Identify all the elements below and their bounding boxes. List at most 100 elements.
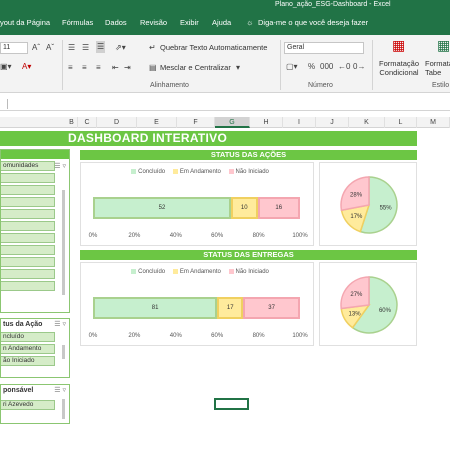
segment-concluido: 52: [93, 197, 231, 219]
percent-icon[interactable]: %: [308, 62, 316, 71]
tick-label: 40%: [169, 233, 182, 239]
slicer-item[interactable]: n Andamento: [1, 344, 55, 354]
slicer-item[interactable]: [1, 197, 55, 207]
slicer-item[interactable]: [1, 269, 55, 279]
multiselect-icon[interactable]: ☰ ▿: [54, 321, 66, 328]
slicer-item[interactable]: [1, 257, 55, 267]
tick-label: 0%: [88, 233, 98, 239]
tab-view[interactable]: Exibir: [180, 18, 199, 27]
increase-decimal-icon[interactable]: ←0: [338, 62, 351, 71]
col-header[interactable]: F: [177, 117, 215, 128]
col-header[interactable]: L: [385, 117, 417, 128]
selected-cell[interactable]: [214, 398, 249, 410]
tell-me-box[interactable]: Diga-me o que você deseja fazer: [258, 18, 369, 27]
col-header[interactable]: H: [250, 117, 283, 128]
decrease-font-icon[interactable]: Aˇ: [46, 43, 54, 52]
stacked-bar: 81 17 37: [93, 297, 300, 319]
format-table-button[interactable]: Formata Tabe: [425, 59, 450, 77]
legend-label: Em Andamento: [179, 169, 221, 176]
pie-label: 28%: [350, 192, 363, 198]
col-header-selected[interactable]: G: [215, 117, 250, 128]
align-top-icon[interactable]: ☰: [68, 43, 76, 52]
slicer-item[interactable]: [1, 245, 55, 255]
dashboard-title: DASHBOARD INTERATIVO: [68, 131, 228, 145]
col-header[interactable]: J: [316, 117, 349, 128]
slicer-status: tus da Ação ☰ ▿ ncluído n Andamento ão I…: [0, 318, 70, 378]
font-size-box[interactable]: 11: [0, 42, 28, 54]
tab-formulas[interactable]: Fórmulas: [62, 18, 94, 27]
col-header[interactable]: I: [283, 117, 316, 128]
comma-style-icon[interactable]: 000: [320, 62, 334, 71]
tab-page-layout[interactable]: yout da Página: [0, 18, 51, 27]
slicer-scrollbar[interactable]: [62, 190, 65, 295]
conditional-format-button[interactable]: Formatação Condicional: [378, 59, 420, 77]
panel-header-entregas: STATUS DAS ENTREGAS: [80, 250, 417, 260]
panel-header-acoes: STATUS DAS AÇÕES: [80, 150, 417, 160]
legend-label: Não Iniciado: [235, 169, 269, 176]
slicer-item[interactable]: ri Azevedo: [1, 400, 55, 410]
slicer-item[interactable]: [1, 233, 55, 243]
pie-label: 55%: [380, 206, 393, 212]
tab-data[interactable]: Dados: [105, 18, 127, 27]
slicer-item[interactable]: ncluído: [1, 332, 55, 342]
number-format-dropdown[interactable]: Geral: [284, 42, 364, 54]
col-header[interactable]: E: [137, 117, 177, 128]
wrap-text-button[interactable]: Quebrar Texto Automaticamente: [160, 43, 268, 52]
align-right-icon[interactable]: ≡: [96, 63, 101, 72]
format-table-icon: ▦: [437, 37, 450, 53]
align-left-icon[interactable]: ≡: [68, 63, 73, 72]
pie-segment-nao-iniciado: [340, 276, 370, 310]
decrease-decimal-icon[interactable]: 0→: [353, 62, 366, 71]
slicer-item[interactable]: [1, 173, 55, 183]
slicer-item[interactable]: [1, 209, 55, 219]
window-title: Plano_ação_ESG-Dashboard - Excel: [275, 1, 391, 8]
tab-review[interactable]: Revisão: [140, 18, 168, 27]
font-color-icon[interactable]: A▾: [22, 62, 32, 71]
align-center-icon[interactable]: ≡: [82, 63, 87, 72]
slicer-item[interactable]: ão Iniciado: [1, 356, 55, 366]
col-header[interactable]: M: [417, 117, 450, 128]
slicer-item[interactable]: [1, 221, 55, 231]
increase-indent-icon[interactable]: ⇥: [124, 63, 131, 72]
wrap-text-icon: ↵: [149, 43, 156, 52]
x-axis-ticks: 0% 20% 40% 60% 80% 100%: [89, 233, 308, 241]
formula-bar[interactable]: [0, 97, 450, 111]
tick-label: 60%: [211, 233, 224, 239]
fill-color-icon[interactable]: ▣▾: [0, 62, 12, 71]
segment-concluido: 81: [93, 297, 218, 319]
legend-label: Não Iniciado: [235, 269, 269, 276]
orientation-icon[interactable]: ⇗▾: [115, 43, 126, 52]
bar-chart-acoes[interactable]: Concluído Em Andamento Não Iniciado 52 10…: [80, 162, 314, 246]
lightbulb-icon: ☼: [246, 18, 254, 27]
slicer-item[interactable]: [1, 185, 55, 195]
decrease-indent-icon[interactable]: ⇤: [112, 63, 119, 72]
currency-icon[interactable]: ▢▾: [286, 62, 298, 71]
align-bottom-icon[interactable]: ☰: [96, 41, 106, 53]
pie-chart-acoes[interactable]: 55% 17% 28%: [319, 162, 417, 246]
tab-help[interactable]: Ajuda: [212, 18, 232, 27]
legend-swatch: [228, 269, 234, 274]
multiselect-icon[interactable]: ☰ ▿: [54, 387, 66, 394]
bar-chart-entregas[interactable]: Concluído Em Andamento Não Iniciado 81 17…: [80, 262, 314, 346]
slicer-item[interactable]: [1, 281, 55, 291]
pie-segment-concluido: [351, 276, 398, 334]
align-middle-icon[interactable]: ☰: [82, 43, 90, 52]
merge-center-button[interactable]: Mesclar e Centralizar: [160, 63, 231, 72]
title-bar: Plano_ação_ESG-Dashboard - Excel: [0, 0, 450, 9]
slicer-scrollbar[interactable]: [62, 399, 65, 419]
col-header[interactable]: C: [78, 117, 97, 128]
slicer-scrollbar[interactable]: [62, 345, 65, 359]
legend-swatch: [228, 169, 234, 174]
tick-label: 80%: [252, 333, 265, 339]
multiselect-icon[interactable]: ☰ ▿: [54, 163, 66, 170]
col-header[interactable]: K: [349, 117, 385, 128]
col-header[interactable]: B: [66, 117, 78, 128]
separator: [62, 40, 63, 90]
col-header[interactable]: D: [97, 117, 137, 128]
slicer-responsible: ponsável ☰ ▿ ri Azevedo: [0, 384, 70, 424]
increase-font-icon[interactable]: Aˆ: [32, 43, 40, 52]
chevron-down-icon[interactable]: ▾: [236, 63, 241, 72]
slicer-item[interactable]: omunidades: [1, 161, 55, 171]
legend-swatch: [131, 169, 137, 174]
pie-chart-entregas[interactable]: 60% 13% 27%: [319, 262, 417, 346]
